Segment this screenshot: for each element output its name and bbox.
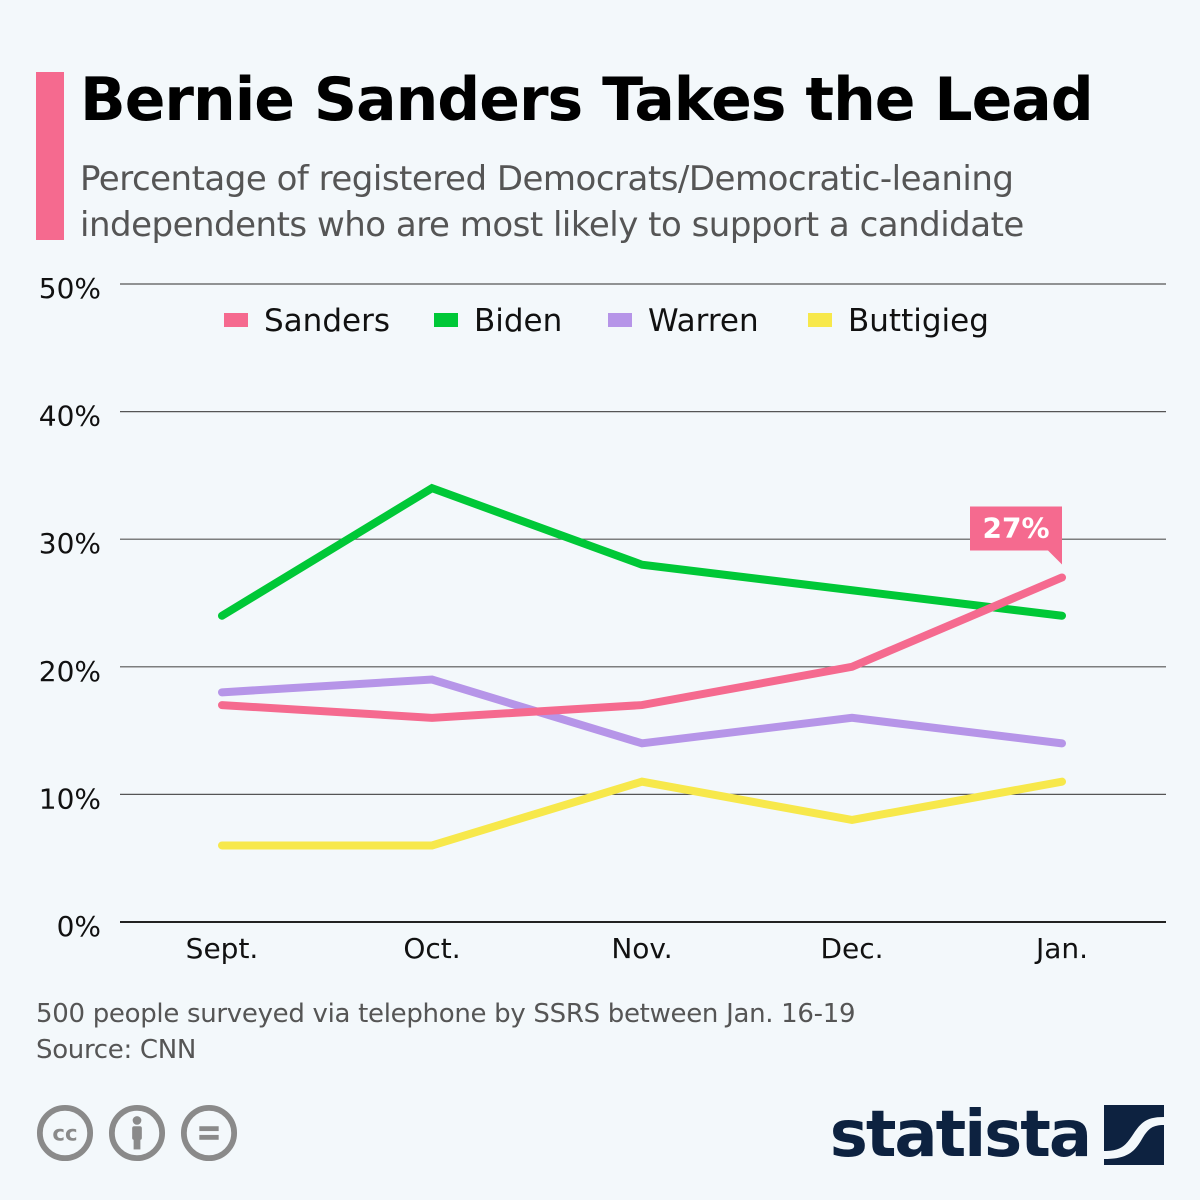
x-tick-label: Jan. <box>1034 932 1088 965</box>
series-line-biden <box>218 483 1066 620</box>
legend-label: Biden <box>474 303 562 339</box>
y-tick-label: 0% <box>57 910 101 943</box>
callout-label: 27% <box>982 511 1049 544</box>
series-lines <box>218 483 1066 850</box>
y-tick-label: 20% <box>39 655 101 688</box>
legend-item[interactable]: Warren <box>608 303 759 339</box>
y-axis-ticks: 0% 10% 20% 30% 40% 50% <box>39 272 101 943</box>
chart-subtitle: Percentage of registered Democrats/Democ… <box>80 159 1024 245</box>
y-tick-label: 10% <box>39 782 101 815</box>
y-tick-label: 50% <box>39 272 101 305</box>
callout-bubble <box>970 506 1062 565</box>
survey-note: 500 people surveyed via telephone by SSR… <box>36 999 856 1029</box>
source-note: Source: CNN <box>36 1035 197 1065</box>
by-attribution-icon[interactable] <box>108 1104 166 1162</box>
legend-swatch <box>808 313 832 327</box>
line-chart: 0%10%20%30%40%50% Sept. Oct. Nov. Dec. Jan. … <box>39 272 1166 965</box>
series-line-buttigieg <box>218 777 1066 850</box>
annotations: 27% <box>970 506 1062 565</box>
license-icons: cc <box>36 1104 238 1162</box>
x-tick-label: Dec. <box>820 932 883 965</box>
legend-swatch <box>608 313 632 327</box>
y-tick-label: 40% <box>39 400 101 433</box>
statista-mark-icon <box>1104 1105 1164 1165</box>
legend: Sanders Biden Warren Buttigieg <box>224 303 989 339</box>
legend-item[interactable]: Sanders <box>224 303 390 339</box>
brand-name: statista <box>829 1098 1092 1172</box>
statista-logo[interactable]: statista <box>830 1100 1164 1170</box>
legend-label: Warren <box>648 303 759 339</box>
legend-label: Sanders <box>264 303 390 339</box>
value-callout: 27% <box>970 506 1062 565</box>
x-tick-label: Sept. <box>186 932 259 965</box>
legend-swatch <box>224 313 248 327</box>
no-derivatives-icon[interactable] <box>180 1104 238 1162</box>
x-tick-label: Oct. <box>403 932 460 965</box>
accent-bar <box>36 72 64 240</box>
x-tick-label: Nov. <box>611 932 672 965</box>
legend-item[interactable]: Biden <box>434 303 562 339</box>
cc-icon[interactable]: cc <box>36 1104 94 1162</box>
svg-text:cc: cc <box>52 1122 77 1147</box>
y-tick-label: 30% <box>39 527 101 560</box>
footer-note: 500 people surveyed via telephone by SSR… <box>36 996 856 1068</box>
chart-title: Bernie Sanders Takes the Lead <box>80 65 1094 135</box>
legend-swatch <box>434 313 458 327</box>
x-axis-ticks: Sept. Oct. Nov. Dec. Jan. <box>186 932 1088 965</box>
legend-label: Buttigieg <box>848 303 989 339</box>
legend-item[interactable]: Buttigieg <box>808 303 989 339</box>
